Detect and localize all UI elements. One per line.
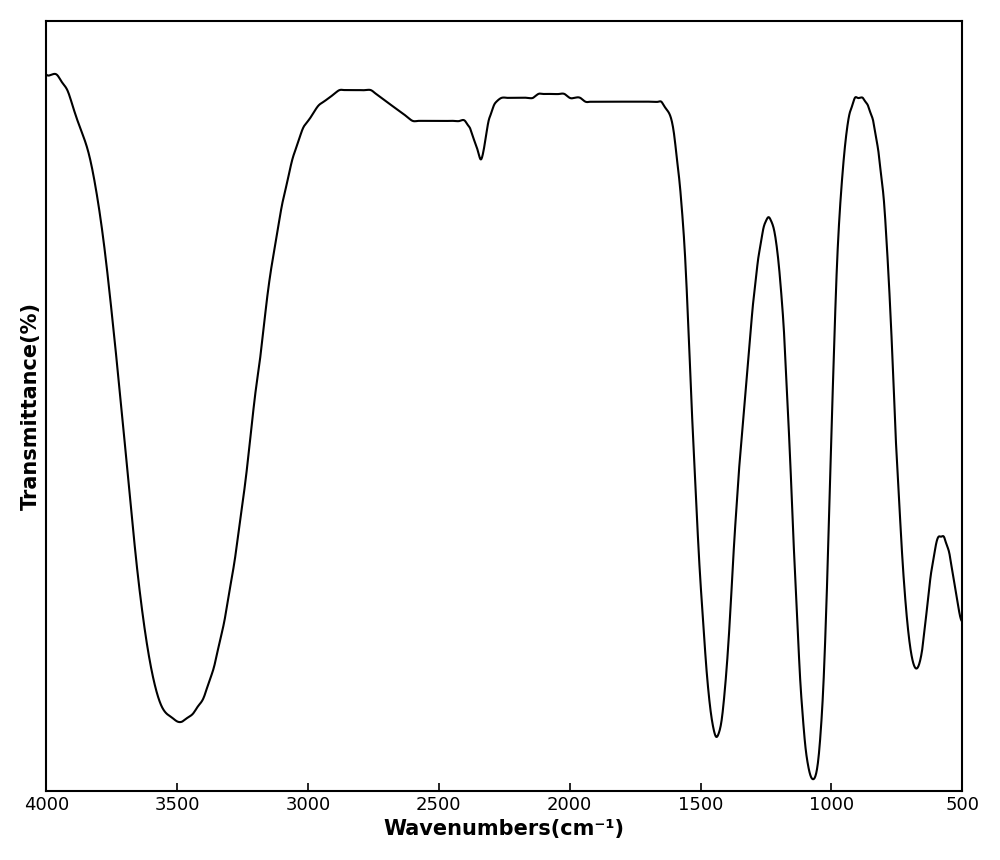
Y-axis label: Transmittance(%): Transmittance(%) [21,302,41,510]
X-axis label: Wavenumbers(cm⁻¹): Wavenumbers(cm⁻¹) [384,820,625,839]
